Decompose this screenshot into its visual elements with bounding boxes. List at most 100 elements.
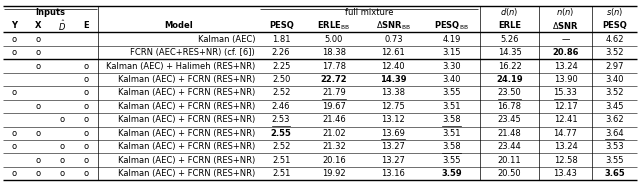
Text: o: o (84, 156, 89, 165)
Text: 21.48: 21.48 (498, 129, 522, 138)
Text: 21.79: 21.79 (322, 89, 346, 97)
Text: 2.55: 2.55 (271, 129, 292, 138)
Text: 17.78: 17.78 (322, 61, 346, 70)
Text: 2.52: 2.52 (272, 89, 291, 97)
Text: full mixture: full mixture (345, 8, 394, 17)
Text: o: o (84, 89, 89, 97)
Text: 3.52: 3.52 (605, 89, 624, 97)
Text: 12.75: 12.75 (381, 102, 405, 111)
Text: o: o (60, 115, 65, 124)
Text: 3.51: 3.51 (442, 129, 461, 138)
Text: 3.64: 3.64 (605, 129, 624, 138)
Text: 3.45: 3.45 (605, 102, 624, 111)
Text: 14.77: 14.77 (554, 129, 577, 138)
Text: Kalman (AEC) + FCRN (RES+NR): Kalman (AEC) + FCRN (RES+NR) (118, 89, 255, 97)
Text: 5.26: 5.26 (500, 35, 519, 44)
Text: 5.00: 5.00 (324, 35, 343, 44)
Text: 4.19: 4.19 (442, 35, 461, 44)
Text: 2.50: 2.50 (272, 75, 291, 84)
Text: Kalman (AEC) + FCRN (RES+NR): Kalman (AEC) + FCRN (RES+NR) (118, 169, 255, 178)
Text: Kalman (AEC) + FCRN (RES+NR): Kalman (AEC) + FCRN (RES+NR) (118, 75, 255, 84)
Text: 2.51: 2.51 (272, 169, 291, 178)
Text: Model: Model (164, 21, 193, 30)
Text: 12.17: 12.17 (554, 102, 577, 111)
Text: 13.24: 13.24 (554, 142, 577, 151)
Text: PESQ: PESQ (269, 21, 294, 30)
Text: o: o (84, 61, 89, 70)
Text: 23.45: 23.45 (498, 115, 522, 124)
Text: o: o (36, 169, 41, 178)
Text: 3.65: 3.65 (604, 169, 625, 178)
Text: o: o (36, 129, 41, 138)
Text: 3.52: 3.52 (605, 48, 624, 57)
Text: 4.62: 4.62 (605, 35, 624, 44)
Text: Kalman (AEC) + FCRN (RES+NR): Kalman (AEC) + FCRN (RES+NR) (118, 142, 255, 151)
Text: $n(n)$: $n(n)$ (556, 6, 575, 18)
Text: 3.58: 3.58 (442, 142, 461, 151)
Text: Kalman (AEC) + Halimeh (RES+NR): Kalman (AEC) + Halimeh (RES+NR) (106, 61, 255, 70)
Text: FCRN (AEC+RES+NR) (cf. [6]): FCRN (AEC+RES+NR) (cf. [6]) (131, 48, 255, 57)
Text: ERLE$_{\rm BB}$: ERLE$_{\rm BB}$ (317, 20, 350, 32)
Text: Kalman (AEC) + FCRN (RES+NR): Kalman (AEC) + FCRN (RES+NR) (118, 115, 255, 124)
Text: 13.69: 13.69 (381, 129, 405, 138)
Text: 12.58: 12.58 (554, 156, 577, 165)
Text: $d(n)$: $d(n)$ (500, 6, 519, 18)
Text: 19.92: 19.92 (322, 169, 346, 178)
Text: $\Delta$SNR: $\Delta$SNR (552, 20, 579, 31)
Text: 12.61: 12.61 (381, 48, 405, 57)
Text: 15.33: 15.33 (554, 89, 577, 97)
Text: X: X (35, 21, 42, 30)
Text: —: — (561, 35, 570, 44)
Text: o: o (84, 102, 89, 111)
Text: 3.55: 3.55 (442, 89, 461, 97)
Text: 3.51: 3.51 (442, 102, 461, 111)
Text: 13.12: 13.12 (381, 115, 405, 124)
Text: 2.46: 2.46 (272, 102, 291, 111)
Text: o: o (84, 115, 89, 124)
Text: 16.22: 16.22 (498, 61, 522, 70)
Text: $s(n)$: $s(n)$ (606, 6, 623, 18)
Text: o: o (84, 75, 89, 84)
Text: 13.43: 13.43 (554, 169, 577, 178)
Text: 2.51: 2.51 (272, 156, 291, 165)
Text: o: o (84, 142, 89, 151)
Text: 3.15: 3.15 (442, 48, 461, 57)
Text: o: o (60, 169, 65, 178)
Text: $\hat{D}$: $\hat{D}$ (58, 18, 67, 33)
Text: o: o (36, 102, 41, 111)
Text: ERLE: ERLE (498, 21, 521, 30)
Text: 2.53: 2.53 (272, 115, 291, 124)
Text: E: E (84, 21, 89, 30)
Text: o: o (84, 129, 89, 138)
Text: 21.32: 21.32 (322, 142, 346, 151)
Text: 19.67: 19.67 (322, 102, 346, 111)
Text: 21.02: 21.02 (322, 129, 346, 138)
Text: 3.59: 3.59 (441, 169, 462, 178)
Text: 20.50: 20.50 (498, 169, 522, 178)
Text: 13.90: 13.90 (554, 75, 577, 84)
Text: 13.16: 13.16 (381, 169, 405, 178)
Text: 23.44: 23.44 (498, 142, 522, 151)
Text: Kalman (AEC) + FCRN (RES+NR): Kalman (AEC) + FCRN (RES+NR) (118, 129, 255, 138)
Text: 23.50: 23.50 (498, 89, 522, 97)
Text: o: o (12, 169, 17, 178)
Text: 14.35: 14.35 (498, 48, 522, 57)
Text: 14.39: 14.39 (380, 75, 406, 84)
Text: 3.62: 3.62 (605, 115, 624, 124)
Text: o: o (60, 142, 65, 151)
Text: 21.46: 21.46 (322, 115, 346, 124)
Text: 3.40: 3.40 (442, 75, 461, 84)
Text: o: o (12, 35, 17, 44)
Text: Kalman (AEC) + FCRN (RES+NR): Kalman (AEC) + FCRN (RES+NR) (118, 156, 255, 165)
Text: o: o (12, 129, 17, 138)
Text: 16.78: 16.78 (497, 102, 522, 111)
Text: 18.38: 18.38 (322, 48, 346, 57)
Text: 3.30: 3.30 (442, 61, 461, 70)
Text: 12.40: 12.40 (381, 61, 405, 70)
Text: 13.38: 13.38 (381, 89, 405, 97)
Text: 2.26: 2.26 (272, 48, 291, 57)
Text: 2.97: 2.97 (605, 61, 624, 70)
Text: Y: Y (12, 21, 17, 30)
Text: 13.27: 13.27 (381, 142, 405, 151)
Text: o: o (36, 156, 41, 165)
